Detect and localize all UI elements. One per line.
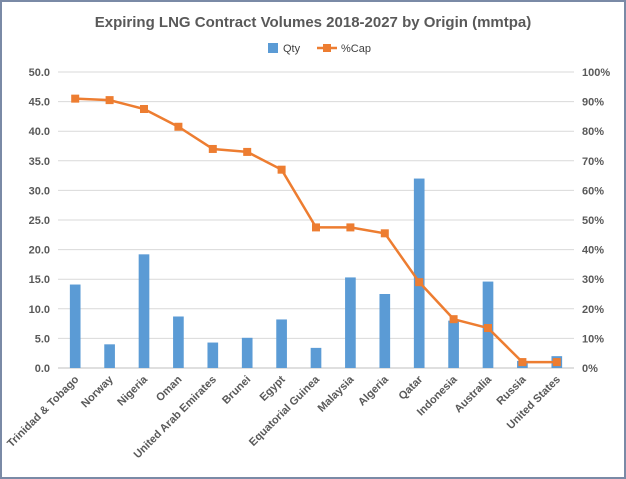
y-axis-left: 0.0 5.0 10.0 15.0 20.0 25.0 30.0 35.0 40.0 45.0 50… [29,67,50,375]
gridlines [58,71,574,369]
line-point [449,315,458,324]
bar [379,294,391,368]
line-point [71,94,80,103]
line-series-cap [71,94,561,367]
line-point [380,229,389,238]
x-category-label: Australia [452,373,494,415]
bar [448,320,459,368]
y-right-tick-label: 80% [582,126,604,138]
bar [276,319,287,368]
y-right-tick-label: 90% [582,97,604,109]
bar [104,344,115,368]
legend-qty-swatch [268,43,278,53]
bar [138,254,150,368]
chart-title: Expiring LNG Contract Volumes 2018-2027 … [95,14,532,31]
bar [310,347,322,368]
x-category-label: Algeria [356,373,391,408]
y-left-tick-label: 30.0 [29,185,50,197]
y-right-tick-label: 100% [582,67,610,79]
bar [345,277,356,368]
y-left-tick-label: 5.0 [35,333,50,345]
bar [69,284,81,368]
y-right-tick-label: 10% [582,333,604,345]
y-left-tick-label: 10.0 [29,304,50,316]
x-category-label: Brunei [220,374,253,407]
y-right-tick-label: 20% [582,304,604,316]
y-right-tick-label: 50% [582,215,604,227]
line-point [552,358,561,367]
y-axis-right: 0% 10% 20% 30% 40% 50% 60% 70% 80% 90% 100% [582,67,610,375]
line-point [140,105,148,113]
line-point [243,147,252,156]
legend-qty-label: Qty [283,43,301,55]
y-right-tick-label: 70% [582,156,604,168]
y-right-tick-label: 0% [582,363,598,375]
y-left-tick-label: 35.0 [29,156,50,168]
bar [207,342,219,368]
line-point [105,96,114,105]
line-point [312,223,320,232]
y-right-tick-label: 60% [582,185,604,197]
y-right-tick-label: 40% [582,245,604,257]
y-left-tick-label: 25.0 [29,215,50,227]
line-point [415,278,424,287]
y-left-tick-label: 20.0 [29,245,50,257]
legend-cap-marker [323,44,331,52]
x-category-label: Oman [154,373,185,404]
y-left-tick-label: 0.0 [35,363,50,375]
bar [241,337,253,368]
x-category-label: Russia [495,373,530,408]
line-point [277,165,286,174]
x-category-label: Egypt [258,373,288,403]
x-category-label: Malaysia [316,373,358,415]
x-category-label: Norway [79,373,116,410]
y-left-tick-label: 45.0 [29,97,50,109]
y-right-tick-label: 30% [582,274,604,286]
legend-cap-label: %Cap [341,43,371,55]
line-point [346,223,355,232]
bar-series-qty [69,178,563,368]
bar [413,178,425,368]
line-point [484,324,492,333]
bar [173,316,184,368]
line-point [208,144,217,153]
x-category-label: Qatar [397,373,426,402]
x-category-label: Nigeria [115,373,150,408]
line-point [518,358,527,367]
legend: Qty %Cap [268,43,371,55]
y-left-tick-label: 15.0 [29,274,50,286]
line-point [174,122,183,131]
y-left-tick-label: 40.0 [29,126,50,138]
y-left-tick-label: 50.0 [29,67,50,79]
x-category-label: Trinidad & Tobago [5,373,81,449]
